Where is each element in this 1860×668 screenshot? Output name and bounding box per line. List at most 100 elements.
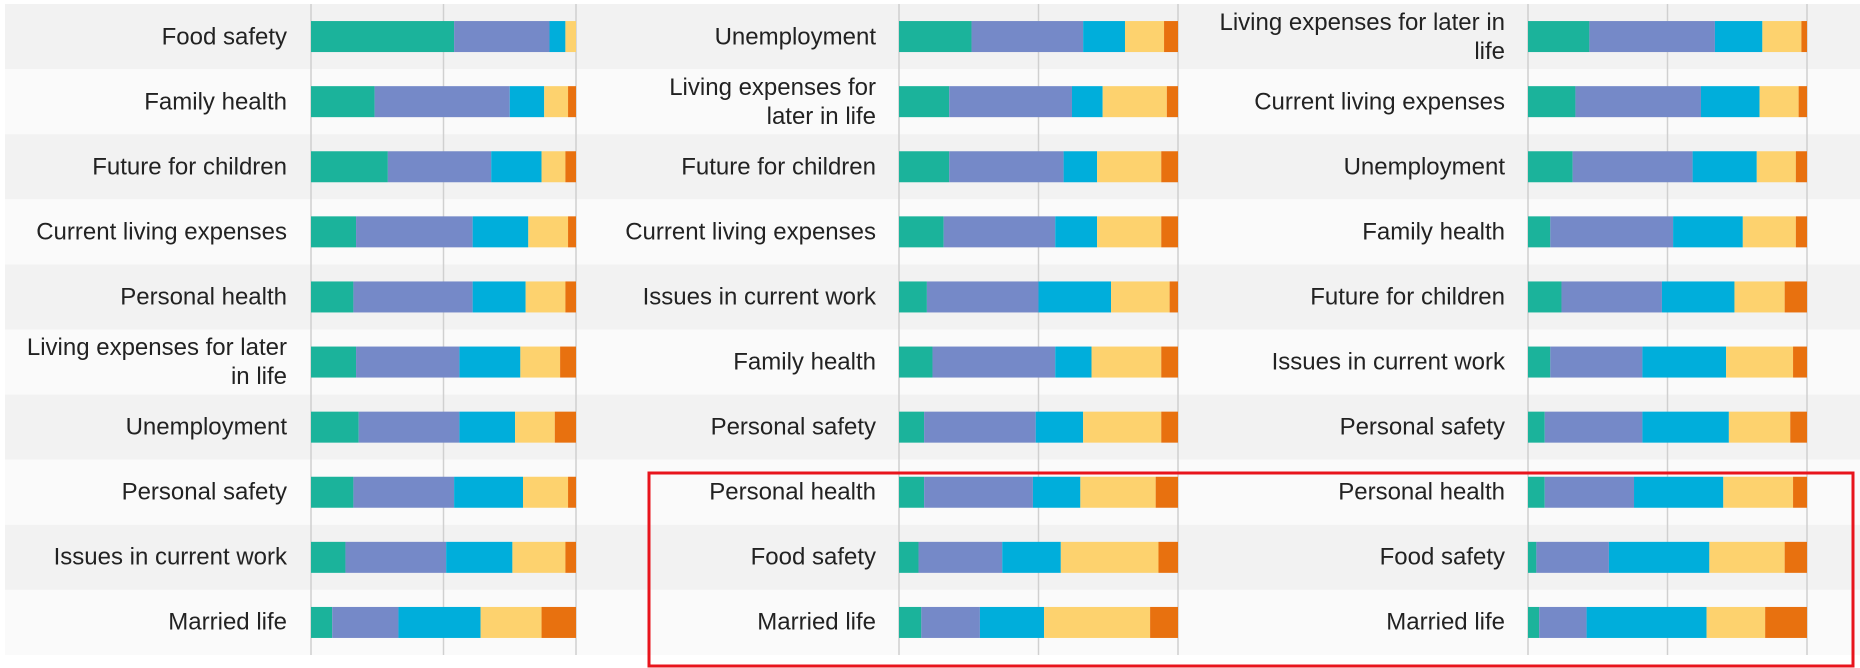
- category-label: Future for children: [1310, 283, 1505, 311]
- bar-segment: [1528, 476, 1545, 508]
- bar-segment: [979, 606, 1045, 638]
- bar-segment: [899, 541, 919, 573]
- category-label: Current living expenses: [1254, 88, 1505, 116]
- bar-segment: [1097, 151, 1162, 183]
- bar-segment: [358, 411, 460, 443]
- bar-segment: [1728, 411, 1791, 443]
- bar-segment: [311, 541, 346, 573]
- bar-segment: [454, 21, 550, 53]
- category-label: Future for children: [92, 153, 287, 181]
- category-label: Future for children: [681, 153, 876, 181]
- bar-segment: [1155, 476, 1178, 508]
- bar-segment: [1161, 346, 1178, 378]
- bar-segment: [1723, 476, 1794, 508]
- bar-segment: [1071, 86, 1103, 118]
- bar-segment: [1759, 86, 1799, 118]
- bar-segment: [899, 216, 944, 248]
- bar-segment: [512, 541, 566, 573]
- bar-segment: [1091, 346, 1162, 378]
- bar-segment: [454, 476, 523, 508]
- bar-segment: [1060, 541, 1159, 573]
- bar-segment: [1032, 476, 1081, 508]
- bar-segment: [943, 216, 1056, 248]
- bar-segment: [899, 346, 933, 378]
- category-label: Food safety: [161, 23, 287, 51]
- bar-segment: [899, 151, 950, 183]
- bar-segment: [1528, 281, 1562, 313]
- bar-segment: [1528, 151, 1573, 183]
- bar-segment: [1589, 21, 1715, 53]
- bar-segment: [899, 606, 922, 638]
- category-label: Family health: [1362, 218, 1505, 246]
- bar-segment: [1528, 86, 1576, 118]
- category-label: Living expenses for later in life: [669, 73, 876, 130]
- bar-segment: [1097, 216, 1162, 248]
- bar-segment: [565, 541, 576, 573]
- bar-segment: [311, 476, 354, 508]
- bar-segment: [520, 346, 561, 378]
- bar-segment: [1550, 346, 1643, 378]
- bar-segment: [311, 86, 375, 118]
- bar-segment: [356, 346, 460, 378]
- category-label: Family health: [144, 88, 287, 116]
- bar-segment: [549, 21, 566, 53]
- bar-segment: [1166, 86, 1178, 118]
- bar-segment: [480, 606, 542, 638]
- bar-segment: [1790, 411, 1807, 443]
- bar-segment: [1528, 346, 1551, 378]
- bar-segment: [1080, 476, 1156, 508]
- bar-segment: [1550, 216, 1674, 248]
- bar-segment: [949, 86, 1072, 118]
- bar-segment: [1784, 281, 1807, 313]
- bar-segment: [1539, 606, 1587, 638]
- bar-segment: [568, 216, 576, 248]
- bar-segment: [554, 411, 576, 443]
- bar-segment: [353, 281, 473, 313]
- category-label: Married life: [1386, 608, 1505, 636]
- bar-segment: [1055, 216, 1098, 248]
- category-label: Personal health: [709, 478, 876, 506]
- bar-segment: [899, 86, 950, 118]
- category-label: Personal health: [1338, 478, 1505, 506]
- bar-segment: [1709, 541, 1785, 573]
- bar-segment: [1673, 216, 1743, 248]
- bar-segment: [332, 606, 399, 638]
- bar-segment: [1586, 606, 1707, 638]
- bar-segment: [560, 346, 576, 378]
- bar-segment: [1528, 541, 1537, 573]
- bar-segment: [899, 281, 927, 313]
- bar-segment: [398, 606, 481, 638]
- bar-segment: [1700, 86, 1760, 118]
- bar-segment: [472, 281, 526, 313]
- bar-segment: [1124, 21, 1165, 53]
- bar-segment: [311, 216, 357, 248]
- bar-segment: [1642, 346, 1727, 378]
- bar-segment: [523, 476, 569, 508]
- bar-segment: [1793, 346, 1807, 378]
- bar-segment: [1642, 411, 1729, 443]
- category-label: Unemployment: [714, 23, 876, 51]
- bar-segment: [509, 86, 545, 118]
- category-label: Current living expenses: [625, 218, 876, 246]
- bar-segment: [1044, 606, 1151, 638]
- bar-segment: [459, 411, 516, 443]
- bar-segment: [1795, 151, 1807, 183]
- bar-segment: [1765, 606, 1807, 638]
- bar-segment: [528, 216, 569, 248]
- category-label: Food safety: [1379, 543, 1505, 571]
- bar-segment: [1038, 281, 1112, 313]
- bar-segment: [1055, 346, 1092, 378]
- bar-segment: [515, 411, 555, 443]
- category-label: Issues in current work: [1271, 348, 1505, 376]
- bar-segment: [356, 216, 473, 248]
- bar-segment: [1714, 21, 1763, 53]
- bar-segment: [1528, 216, 1551, 248]
- bar-segment: [1161, 411, 1178, 443]
- bar-segment: [1544, 476, 1635, 508]
- bar-segment: [1795, 216, 1807, 248]
- category-label: Living expenses for later in life: [26, 334, 287, 391]
- bar-segment: [565, 21, 576, 53]
- bar-segment: [1544, 411, 1643, 443]
- bar-segment: [1158, 541, 1178, 573]
- category-label: Personal health: [120, 283, 287, 311]
